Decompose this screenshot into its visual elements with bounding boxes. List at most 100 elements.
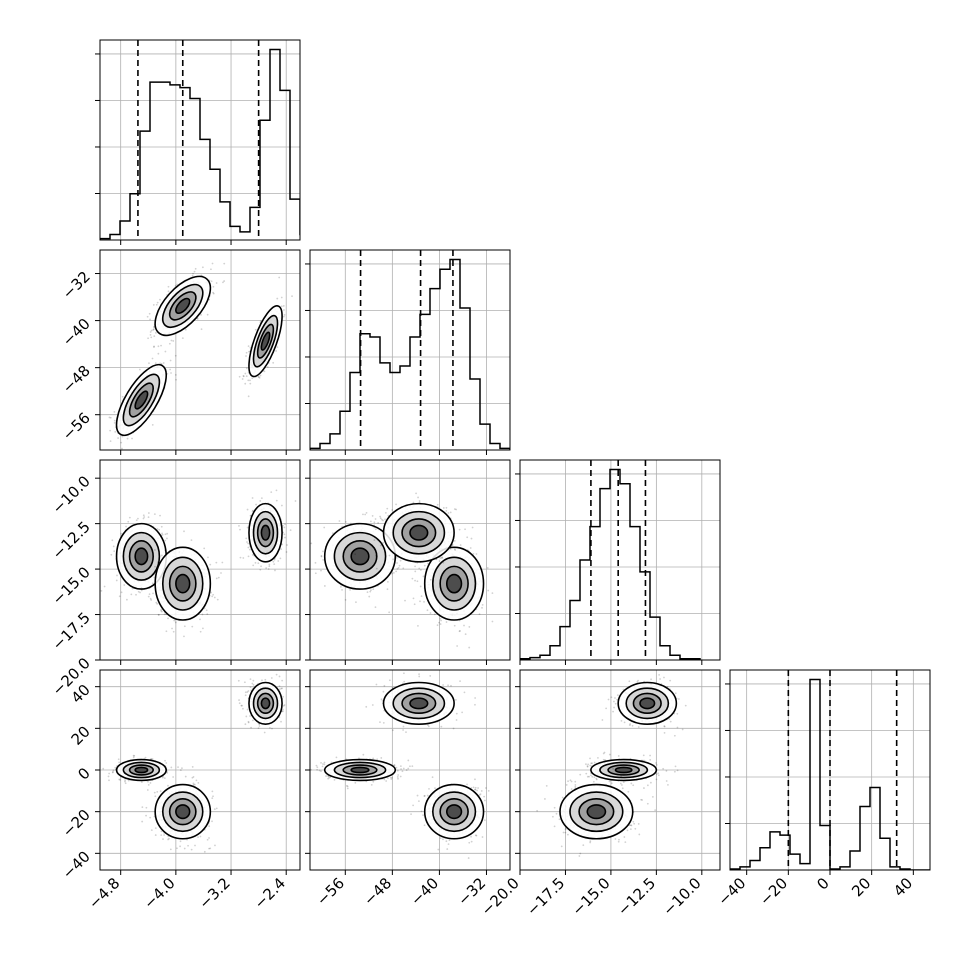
sample-point <box>470 537 473 540</box>
sample-point <box>420 595 423 598</box>
sample-point <box>471 526 474 529</box>
contour-line <box>342 540 378 573</box>
sample-point <box>149 816 152 819</box>
sample-point <box>113 419 116 422</box>
sample-point <box>156 561 159 564</box>
sample-point <box>192 776 195 778</box>
sample-point <box>283 533 286 536</box>
contour-line <box>161 791 204 833</box>
sample-point <box>149 318 151 321</box>
sample-point <box>126 437 129 440</box>
sample-point <box>369 590 372 593</box>
sample-point <box>463 624 465 627</box>
sample-point <box>281 543 284 546</box>
sample-point <box>373 521 376 524</box>
contour-line <box>175 804 191 820</box>
sample-point <box>147 595 150 598</box>
sample-point <box>203 850 206 853</box>
sample-point <box>371 515 374 517</box>
sample-point <box>161 554 163 557</box>
sample-point <box>439 557 442 559</box>
sample-point <box>158 528 161 531</box>
sample-point <box>116 574 118 577</box>
sample-point <box>113 410 116 413</box>
sample-point <box>257 375 260 378</box>
sample-point <box>247 555 250 558</box>
panel-frame <box>99 459 301 661</box>
sample-point <box>140 781 143 783</box>
sample-point <box>190 848 193 851</box>
sample-point <box>169 848 172 851</box>
sample-point <box>396 567 399 570</box>
sample-point <box>453 624 456 627</box>
sample-point <box>464 528 466 531</box>
sample-point <box>153 345 155 348</box>
sample-point <box>111 771 114 774</box>
sample-point <box>109 429 112 432</box>
sample-point <box>362 513 364 516</box>
panel-content <box>520 460 720 660</box>
sample-point <box>439 623 442 625</box>
sample-point <box>272 560 275 563</box>
sample-point <box>276 297 279 300</box>
sample-point <box>320 555 323 558</box>
sample-point <box>167 617 169 620</box>
sample-point <box>146 789 149 791</box>
sample-point <box>114 430 117 433</box>
sample-point <box>395 570 398 573</box>
panel-2-0: −20.0−17.5−15.0−12.5−10.0 <box>49 459 301 699</box>
sample-point <box>159 298 161 301</box>
sample-point <box>118 778 121 781</box>
contour-line <box>350 547 370 566</box>
sample-point <box>156 603 159 605</box>
sample-point <box>344 598 347 601</box>
sample-point <box>445 621 448 623</box>
sample-point <box>379 544 382 547</box>
sample-point <box>140 587 143 589</box>
sample-point <box>149 782 152 784</box>
contour-line <box>161 283 204 329</box>
sample-point <box>289 529 292 532</box>
sample-point <box>120 441 123 444</box>
sample-point <box>245 367 248 370</box>
sample-point <box>172 630 175 633</box>
sample-point <box>442 561 445 564</box>
sample-point <box>259 320 262 322</box>
sample-point <box>283 526 286 529</box>
sample-point <box>258 725 261 727</box>
sample-point <box>433 613 436 616</box>
sample-point <box>481 603 484 606</box>
sample-point <box>458 528 461 531</box>
sample-point <box>436 503 439 506</box>
sample-point <box>472 553 475 555</box>
sample-point <box>468 626 471 628</box>
sample-point <box>384 518 386 521</box>
sample-point <box>260 565 262 568</box>
sample-point <box>164 759 166 762</box>
sample-point <box>242 557 245 559</box>
panel-frame <box>99 39 301 241</box>
sample-point <box>120 532 123 535</box>
sample-point <box>449 547 452 550</box>
sample-point <box>244 382 247 385</box>
sample-point <box>211 595 214 598</box>
sample-point <box>135 519 138 522</box>
sample-point <box>157 345 160 348</box>
sample-point <box>162 838 164 840</box>
sample-point <box>379 515 382 518</box>
sample-point <box>251 510 254 513</box>
sample-point <box>163 834 166 836</box>
sample-point <box>173 619 176 622</box>
sample-point <box>373 526 376 529</box>
sample-point <box>387 514 390 517</box>
sample-point <box>131 437 133 440</box>
density-fill <box>351 548 369 565</box>
sample-point <box>153 346 155 348</box>
sample-point <box>148 362 150 365</box>
sample-point <box>260 497 263 500</box>
sample-point <box>143 516 146 518</box>
sample-point <box>414 570 417 573</box>
sample-point <box>147 337 149 340</box>
sample-point <box>291 295 293 298</box>
sample-point <box>426 609 429 612</box>
